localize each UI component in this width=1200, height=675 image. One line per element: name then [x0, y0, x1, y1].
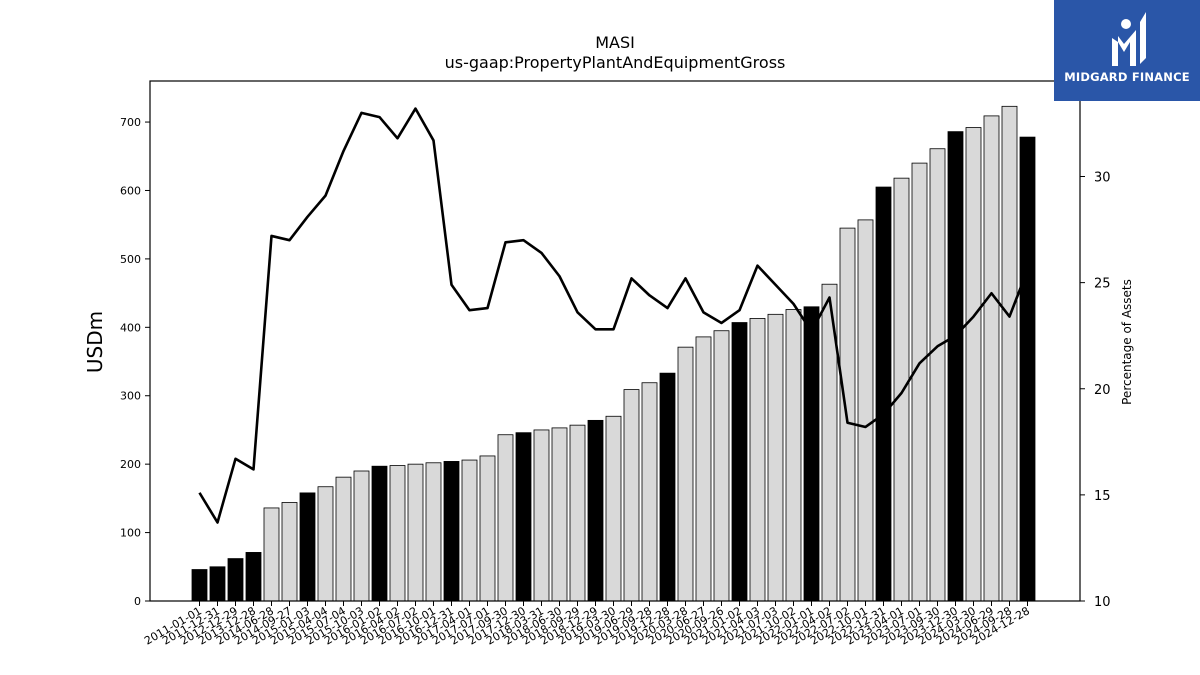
- bar-2011-12-31: [209, 566, 226, 602]
- bar-2015-04-04: [317, 486, 334, 602]
- y2-axis-label: Percentage of Assets: [1120, 279, 1134, 405]
- bar-2019-09-28: [641, 382, 658, 602]
- bar-2016-12-31: [443, 461, 460, 602]
- bar-2024-09-28: [1001, 105, 1018, 602]
- bar-2018-03-31: [533, 429, 550, 602]
- y-tick-label: 400: [120, 321, 141, 334]
- bar-2016-07-02: [407, 463, 424, 602]
- bar-2020-03-28: [677, 346, 694, 602]
- bar-2018-12-29: [587, 419, 604, 602]
- bar-2023-04-01: [893, 177, 910, 602]
- y-axis-label: USDm: [83, 311, 107, 373]
- bar-2019-03-30: [605, 415, 622, 602]
- percentage-line: [198, 107, 1029, 524]
- bar-2022-10-01: [857, 219, 874, 602]
- bar-2024-12-28: [1019, 136, 1036, 602]
- bar-2015-07-04: [335, 476, 352, 602]
- y2-tick-label: 10: [1094, 595, 1111, 610]
- y-tick-label: 600: [120, 184, 141, 197]
- y2-tick-label: 20: [1094, 383, 1111, 398]
- bar-2014-09-27: [281, 502, 298, 602]
- bar-2017-09-30: [497, 434, 514, 602]
- y-tick-label: 100: [120, 527, 141, 540]
- bar-2023-07-01: [911, 162, 928, 602]
- y2-axis-ticks: 10 15 20 25 30: [1080, 171, 1111, 610]
- bar-2021-07-03: [767, 313, 784, 602]
- bar-2015-01-03: [299, 492, 316, 602]
- y2-tick-label: 25: [1094, 277, 1111, 292]
- y2-tick-label: 15: [1094, 489, 1111, 504]
- y2-tick-label: 30: [1094, 171, 1111, 186]
- bar-2020-09-26: [713, 330, 730, 602]
- y-tick-label: 500: [120, 253, 141, 266]
- y-tick-label: 700: [120, 116, 141, 129]
- logo-text: MIDGARD FINANCE: [1064, 70, 1190, 84]
- y-tick-label: 0: [134, 595, 141, 608]
- bar-2016-04-02: [389, 465, 406, 602]
- bar-2016-01-02: [371, 465, 388, 602]
- bar-2024-06-29: [983, 115, 1000, 602]
- bar-2017-12-30: [515, 432, 532, 602]
- bar-2013-12-28: [245, 552, 262, 602]
- bar-2016-10-01: [425, 462, 442, 602]
- chart-subtitle: us-gaap:PropertyPlantAndEquipmentGross: [445, 53, 786, 72]
- bar-2020-06-27: [695, 336, 712, 602]
- midgard-finance-logo: MIDGARD FINANCE: [1054, 0, 1200, 101]
- bar-2023-12-30: [947, 131, 964, 602]
- bars-group: [191, 105, 1036, 602]
- chart-title: MASI: [595, 33, 635, 52]
- y-tick-label: 300: [120, 390, 141, 403]
- bar-2021-10-02: [785, 309, 802, 602]
- y-tick-label: 200: [120, 458, 141, 471]
- bar-2023-09-30: [929, 148, 946, 602]
- x-axis-ticks: 2011-01-012011-12-312012-12-292013-12-28…: [142, 601, 1032, 648]
- bar-2018-06-30: [551, 427, 568, 602]
- bar-2019-06-29: [623, 389, 640, 602]
- bar-2017-04-01: [461, 459, 478, 602]
- midgard-logo-icon: [1112, 12, 1146, 66]
- plot-frame: [149, 80, 1081, 602]
- bar-2014-06-28: [263, 507, 280, 602]
- y-axis-ticks: 0 100 200 300 400 500 600 700: [120, 116, 150, 608]
- bar-2017-07-01: [479, 455, 496, 602]
- bar-2015-10-03: [353, 470, 370, 602]
- bar-2022-12-31: [875, 186, 892, 602]
- bar-2022-01-01: [803, 306, 820, 602]
- bar-2021-01-02: [731, 322, 748, 602]
- bar-2019-12-28: [659, 372, 676, 602]
- bar-2012-12-29: [227, 558, 244, 602]
- bar-2024-03-30: [965, 127, 982, 602]
- bar-2018-09-29: [569, 424, 586, 602]
- bar-2011-01-01: [191, 569, 208, 602]
- bar-2021-04-03: [749, 318, 766, 602]
